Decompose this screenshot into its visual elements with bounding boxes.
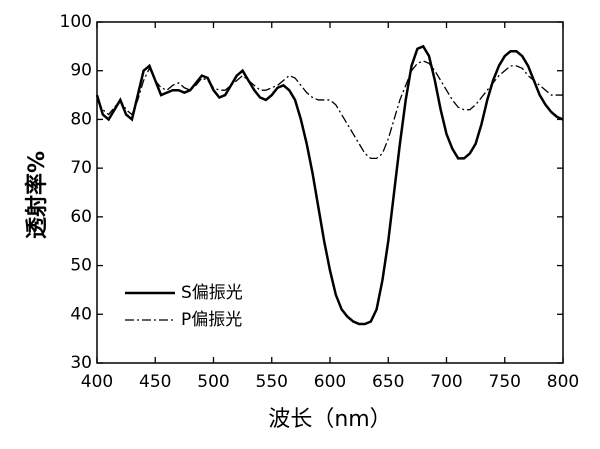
legend-label: P偏振光: [181, 310, 242, 330]
legend-label: S偏振光: [181, 283, 243, 303]
plot-frame: [96, 21, 564, 364]
y-tick-label: 30: [70, 353, 92, 373]
y-tick-label: 80: [70, 109, 92, 129]
x-axis-label: 波长（nm）: [268, 407, 391, 432]
y-axis-label: 透射率%: [24, 151, 50, 239]
x-tick-label: 800: [547, 372, 579, 392]
y-tick-label: 60: [70, 207, 92, 227]
x-tick-label: 600: [314, 372, 346, 392]
x-tick-label: 450: [139, 372, 171, 392]
y-tick-label: 70: [70, 158, 92, 178]
x-tick-label: 650: [372, 372, 404, 392]
y-tick-label: 100: [60, 12, 92, 32]
x-tick-label: 750: [489, 372, 521, 392]
y-tick-label: 50: [70, 256, 92, 276]
y-tick-label: 90: [70, 61, 92, 81]
x-tick-label: 500: [197, 372, 229, 392]
x-tick-label: 700: [430, 372, 462, 392]
x-tick-label: 400: [81, 372, 113, 392]
y-tick-label: 40: [70, 304, 92, 324]
series-line: [96, 60, 563, 160]
series-line: [95, 44, 564, 326]
x-tick-label: 550: [256, 372, 288, 392]
